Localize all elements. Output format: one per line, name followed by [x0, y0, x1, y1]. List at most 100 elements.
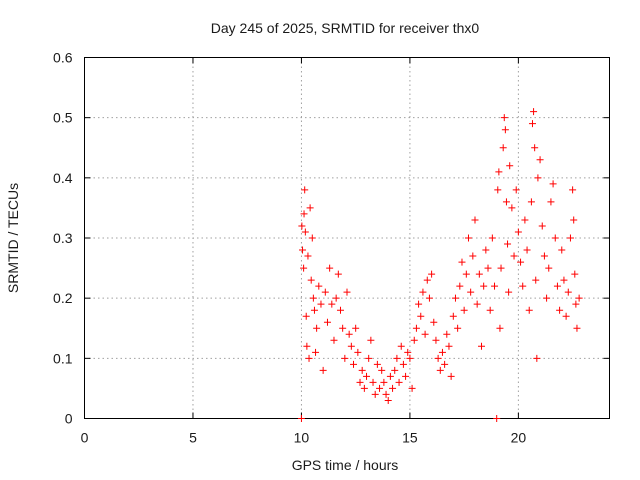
x-axis-label: GPS time / hours — [292, 457, 399, 473]
data-point — [443, 330, 451, 338]
data-point — [417, 312, 425, 320]
data-point — [306, 204, 314, 212]
data-point — [313, 324, 321, 332]
data-point — [531, 144, 539, 152]
data-point — [501, 126, 509, 134]
data-point — [300, 210, 308, 218]
data-point — [540, 252, 548, 260]
data-point — [538, 222, 546, 230]
data-point — [458, 258, 466, 266]
data-point — [380, 378, 388, 386]
data-point — [467, 288, 475, 296]
data-point — [307, 276, 315, 284]
data-point — [304, 252, 312, 260]
data-point — [545, 264, 553, 272]
data-point — [521, 216, 529, 224]
grid-layer — [84, 57, 610, 419]
data-point — [315, 282, 323, 290]
data-point — [341, 354, 349, 362]
data-point — [378, 366, 386, 374]
data-point — [494, 186, 502, 194]
y-tick-label: 0.3 — [53, 230, 73, 246]
data-point — [484, 264, 492, 272]
data-point — [532, 276, 540, 284]
data-point — [530, 108, 538, 116]
data-point — [573, 324, 581, 332]
data-point — [445, 342, 453, 350]
data-point — [475, 270, 483, 278]
data-point — [299, 246, 307, 254]
data-point — [512, 186, 520, 194]
data-point — [497, 264, 505, 272]
data-point — [527, 198, 535, 206]
data-point — [549, 180, 557, 188]
data-point — [460, 306, 468, 314]
data-point — [397, 342, 405, 350]
data-point — [352, 324, 360, 332]
data-point — [553, 282, 561, 290]
x-tick-label: 5 — [189, 430, 197, 446]
x-tick-label: 15 — [402, 430, 418, 446]
data-point — [560, 276, 568, 284]
data-point — [339, 324, 347, 332]
axis-layer: 0 0.1 0.2 0.3 0.4 0.5 0.6 0 5 10 15 20 — [53, 50, 610, 446]
data-point — [300, 264, 308, 272]
data-point — [499, 144, 507, 152]
data-point — [536, 156, 544, 164]
data-point — [566, 234, 574, 242]
data-point — [510, 252, 518, 260]
data-point — [384, 396, 392, 404]
data-point — [508, 204, 516, 212]
data-point — [571, 270, 579, 278]
data-point — [302, 312, 310, 320]
data-point — [562, 312, 570, 320]
data-point — [367, 336, 375, 344]
data-point — [376, 384, 384, 392]
data-point — [419, 288, 427, 296]
data-point — [347, 342, 355, 350]
y-tick-label: 0 — [65, 411, 73, 427]
data-point — [493, 415, 501, 422]
data-point — [328, 300, 336, 308]
data-point — [558, 246, 566, 254]
data-point — [570, 216, 578, 224]
data-point — [410, 336, 418, 344]
data-point — [326, 264, 334, 272]
data-point — [319, 366, 327, 374]
data-point — [330, 336, 338, 344]
data-point — [428, 270, 436, 278]
data-point — [371, 390, 379, 398]
data-point — [534, 174, 542, 182]
data-point — [402, 372, 410, 380]
data-point — [343, 288, 351, 296]
data-point — [523, 246, 531, 254]
data-point — [332, 294, 340, 302]
data-point — [434, 354, 442, 362]
data-point — [451, 294, 459, 302]
data-point — [386, 372, 394, 380]
data-point — [575, 294, 583, 302]
y-tick-label: 0.2 — [53, 290, 73, 306]
data-point — [517, 258, 525, 266]
data-point — [323, 318, 331, 326]
data-point — [449, 312, 457, 320]
data-point — [393, 354, 401, 362]
data-point — [525, 306, 533, 314]
data-point — [350, 360, 358, 368]
data-point — [533, 354, 541, 362]
data-point — [358, 366, 366, 374]
data-point — [491, 282, 499, 290]
data-point — [519, 282, 527, 290]
data-point — [406, 354, 414, 362]
data-point — [334, 270, 342, 278]
data-point — [496, 324, 504, 332]
data-point — [412, 324, 420, 332]
data-point — [308, 234, 316, 242]
data-point — [305, 354, 313, 362]
data-point — [543, 294, 551, 302]
chart-title: Day 245 of 2025, SRMTID for receiver thx… — [211, 20, 480, 36]
data-point — [504, 240, 512, 248]
data-point — [488, 234, 496, 242]
data-point — [404, 348, 412, 356]
data-point — [438, 348, 446, 356]
